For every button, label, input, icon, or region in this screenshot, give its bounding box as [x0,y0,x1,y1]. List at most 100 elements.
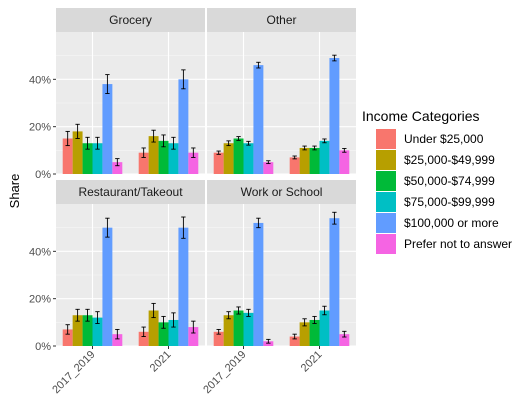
error-bar [292,333,297,340]
legend-key [376,192,396,212]
bar-2017_2019-series-1 [62,138,73,174]
facet-strip [207,180,356,204]
x-tick-label: 2017_2019 [201,349,248,396]
error-bar [85,136,90,150]
bar-2021-series-3 [158,140,169,174]
legend-item-3[interactable]: $50,000-$74,999 [376,171,495,191]
bar-2021-series-3 [309,319,320,346]
error-bar [105,217,110,238]
bar-2017_2019-series-6 [263,341,274,346]
bar-2021-series-1 [289,157,300,174]
legend-key [376,234,396,254]
legend-label: Under $25,000 [404,132,484,146]
bar-2021-series-2 [299,147,310,174]
x-tick-label: 2017_2019 [50,349,97,396]
error-bar [95,136,100,150]
legend-item-2[interactable]: $25,000-$49,999 [376,150,495,170]
bar-2021-series-2 [299,322,310,346]
bar-2017_2019-series-3 [82,315,93,346]
error-bar [141,326,146,337]
y-axis-title: Share [7,174,22,209]
bar-2021-series-5 [329,218,340,346]
error-bar [181,216,186,239]
error-bar [322,305,327,316]
error-bar [332,211,337,225]
facet-panel-1: Grocery [56,8,205,175]
bar-2021-series-4 [319,310,330,346]
panels-layer: Grocery Other Restaurant/Takeout Work or Sc… [56,8,356,347]
bar-2017_2019-series-3 [233,138,244,174]
error-bar [115,158,120,167]
error-bar [141,147,146,158]
error-bar [236,136,241,141]
error-bar [85,308,90,322]
bar-2017_2019-series-6 [112,334,123,346]
bar-2021-series-4 [319,140,330,174]
bar-2017_2019-series-2 [223,315,234,346]
error-bar [65,130,70,147]
bar-2017_2019-series-1 [213,152,224,174]
bar-2021-series-6 [188,152,199,174]
bar-2017_2019-series-3 [233,310,244,346]
bar-2017_2019-series-4 [243,143,254,174]
error-bar [246,308,251,317]
y-axis-layer: 0% 20% 40% 0% 20% 40% [29,74,56,353]
legend-item-5[interactable]: $100,000 or more [376,213,499,233]
error-bar [151,302,156,319]
error-bar [256,217,261,229]
error-bar [312,145,317,151]
error-bar [95,311,100,324]
bar-2021-series-2 [148,136,159,174]
legend-item-6[interactable]: Prefer not to answer [376,234,512,254]
bar-2017_2019-series-1 [213,331,224,346]
legend-item-1[interactable]: Under $25,000 [376,129,484,149]
legend-label: $25,000-$49,999 [404,153,495,167]
legend-key [376,150,396,170]
error-bar [266,160,271,165]
bar-2017_2019-series-5 [102,84,113,174]
error-bar [226,311,231,320]
error-bar [191,320,196,334]
bar-2017_2019-series-2 [223,143,234,174]
error-bar [312,315,317,324]
facet-strip-label: Grocery [109,13,152,27]
y-tick-label: 20% [29,294,51,306]
legend-key [376,171,396,191]
facet-strip-label: Work or School [241,185,323,199]
error-bar [322,138,327,144]
facet-panel-4: Work or School [207,180,356,347]
error-bar [292,155,297,160]
error-bar [161,134,166,148]
facet-strip [56,8,205,32]
legend-key [376,213,396,233]
facet-strip-label: Restaurant/Takeout [78,185,183,199]
bar-2017_2019-series-5 [253,65,264,174]
legend-label: $100,000 or more [404,216,499,230]
bar-2021-series-2 [148,310,159,346]
legend-label: $75,000-$99,999 [404,195,495,209]
legend-item-4[interactable]: $75,000-$99,999 [376,192,495,212]
bar-2021-series-1 [138,152,149,174]
error-bar [161,315,166,329]
bar-2021-series-6 [339,334,350,346]
bar-2021-series-5 [178,227,189,346]
bar-2017_2019-series-4 [92,317,103,346]
facet-strip [207,8,356,32]
error-bar [216,150,221,155]
bar-2017_2019-series-2 [72,131,83,174]
bar-2017_2019-series-5 [102,227,113,346]
facet-strip-label: Other [266,13,296,27]
y-tick-label: 20% [29,122,51,134]
y-tick-label: 40% [29,74,51,86]
error-bar [151,129,156,143]
error-bar [246,140,251,146]
error-bar [115,328,120,340]
legend-title: Income Categories [362,108,480,124]
facet-panel-3: Restaurant/Takeout [56,180,205,347]
bar-2017_2019-series-5 [253,222,264,346]
y-tick-label: 0% [35,169,51,181]
bar-2017_2019-series-4 [92,143,103,174]
legend[interactable]: Income Categories Under $25,000 $25,000-$… [362,108,512,254]
bar-2017_2019-series-3 [82,143,93,174]
